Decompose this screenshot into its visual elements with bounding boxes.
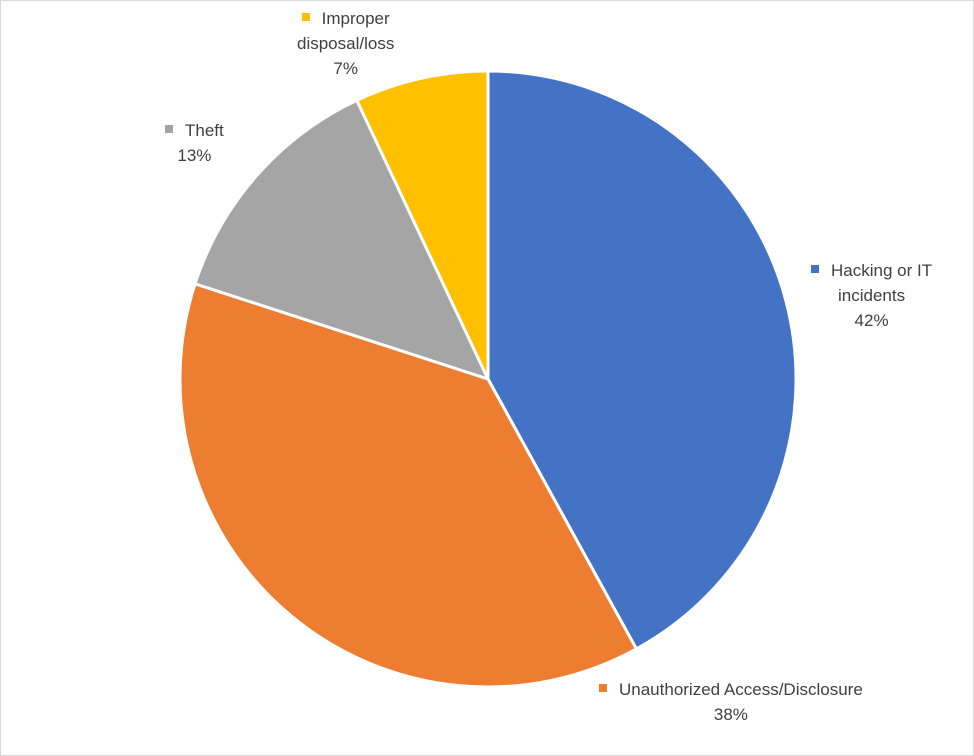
pie-slice-unauthorized-access-disclosure <box>178 281 639 689</box>
category-label: incidents <box>837 286 906 305</box>
category-label: Improper <box>321 9 390 28</box>
percent-label: 7% <box>333 59 358 78</box>
percent-label: 42% <box>854 311 889 330</box>
category-label: Hacking or IT <box>831 261 933 280</box>
legend-key-unauthorized-access-disclosure <box>599 684 607 692</box>
legend-key-improper-disposal-loss <box>301 13 310 21</box>
data-label-hacking-or-it-incidents: Hacking or IT incidents 42% <box>811 258 932 333</box>
legend-key-theft <box>165 125 173 133</box>
category-label: Theft <box>185 121 224 140</box>
data-label-improper-disposal-loss: Improper disposal/loss 7% <box>297 6 394 81</box>
data-label-theft: Theft 13% <box>165 118 224 168</box>
pie-slice-improper-disposal-loss <box>354 69 490 380</box>
category-label: disposal/loss <box>297 34 395 53</box>
category-label: Unauthorized Access/Disclosure <box>619 680 863 699</box>
data-label-unauthorized-access-disclosure: Unauthorized Access/Disclosure 38% <box>599 677 863 727</box>
percent-label: 38% <box>713 705 748 724</box>
pie-slice-theft <box>193 98 491 382</box>
percent-label: 13% <box>177 146 212 165</box>
legend-key-hacking-or-it-incidents <box>811 265 819 273</box>
pie-slice-hacking-or-it-incidents <box>486 69 798 651</box>
